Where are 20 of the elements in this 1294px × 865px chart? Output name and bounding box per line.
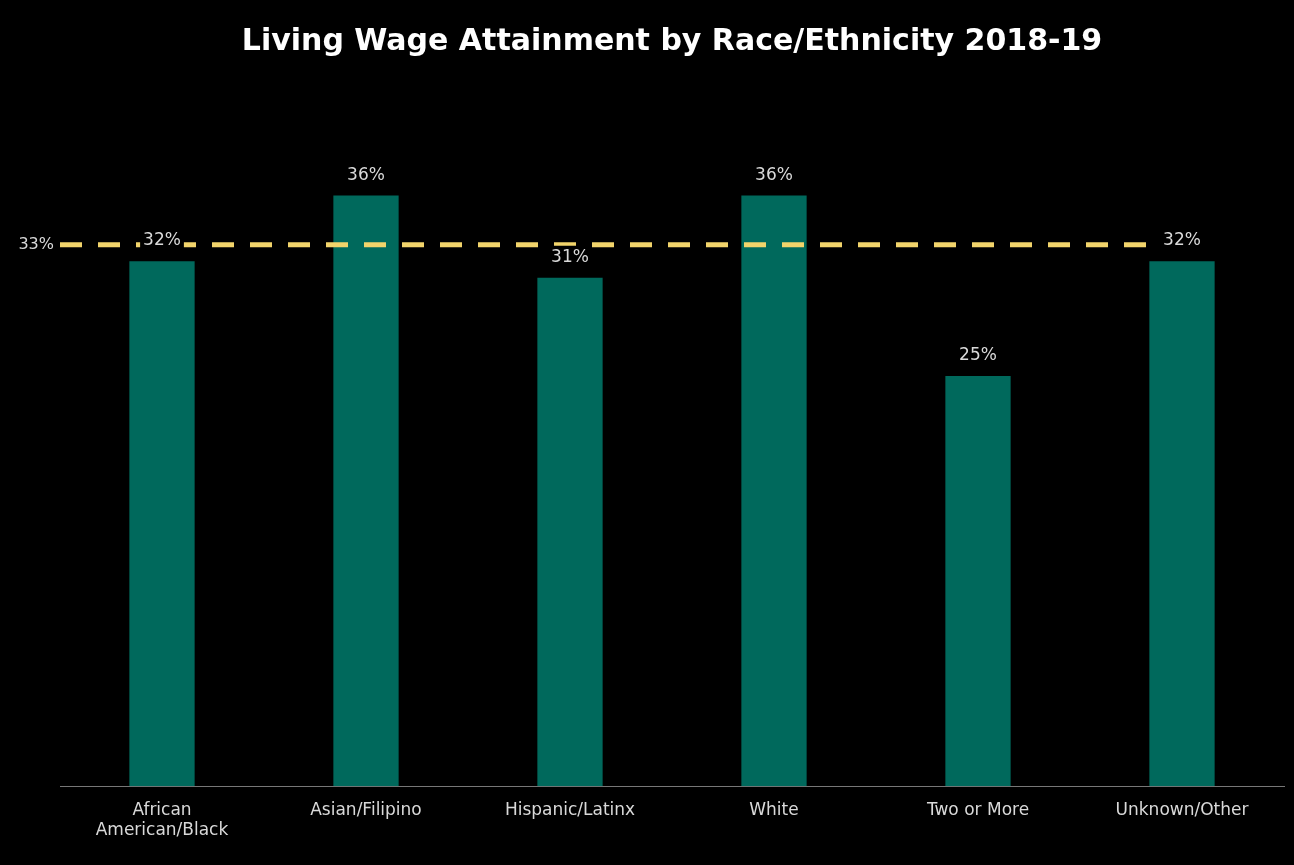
x-tick-label: White — [749, 798, 799, 819]
x-tick-label: Unknown/Other — [1115, 798, 1249, 819]
chart-title: Living Wage Attainment by Race/Ethnicity 2018-19 — [241, 21, 1103, 57]
bar — [129, 261, 195, 787]
x-tick-label: Hispanic/Latinx — [504, 798, 636, 819]
data-label: 36% — [755, 163, 793, 184]
data-label: 31% — [551, 245, 589, 266]
ref-line-label: 33% — [18, 233, 54, 253]
bar — [537, 277, 603, 787]
data-label: 32% — [143, 229, 181, 250]
bar — [333, 195, 399, 787]
data-label: 36% — [347, 163, 385, 184]
data-label: 25% — [959, 344, 997, 364]
bar — [1149, 261, 1215, 787]
bar — [945, 376, 1011, 787]
data-label: 32% — [1163, 229, 1201, 250]
x-tick-label: African American/Black — [95, 798, 229, 840]
x-tick-label: Two or More — [925, 798, 1030, 819]
x-tick-label: Asian/Filipino — [310, 798, 422, 819]
bar — [741, 195, 807, 787]
